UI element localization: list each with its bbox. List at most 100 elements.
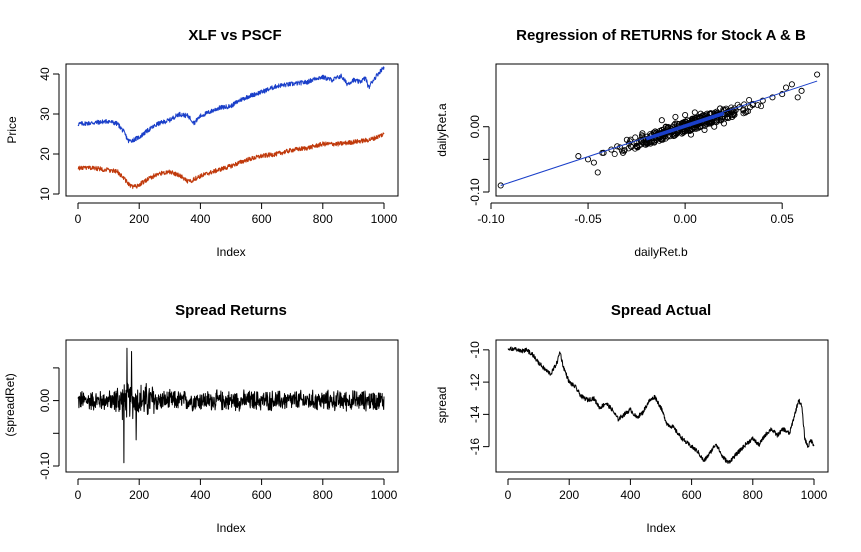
- scatter-point: [814, 71, 821, 78]
- plot-marks: [507, 346, 815, 465]
- scatter-point: [626, 138, 633, 145]
- series-line: [77, 66, 385, 144]
- x-tick-label: 0.05: [770, 212, 794, 226]
- plot-marks: [77, 66, 385, 190]
- y-tick-label: -10: [468, 341, 482, 359]
- scatter-point: [798, 87, 805, 94]
- x-tick-label: -0.10: [477, 212, 505, 226]
- scatter-point: [680, 129, 687, 136]
- scatter-point: [707, 120, 714, 127]
- x-tick-label: -0.05: [574, 212, 602, 226]
- scatter-point: [769, 94, 776, 101]
- y-axis-label: dailyRet.a: [435, 103, 449, 157]
- x-tick-label: 1000: [801, 488, 828, 502]
- series-line: [77, 347, 385, 464]
- chart-title: Spread Actual: [611, 302, 711, 319]
- scatter-point: [682, 111, 689, 119]
- scatter-point: [754, 102, 761, 109]
- plot-marks: [497, 71, 821, 189]
- x-axis: 0 200 400 600 800 1000: [75, 202, 398, 226]
- chart-title: XLF vs PSCF: [188, 27, 281, 44]
- x-axis-label: Index: [216, 245, 245, 259]
- y-axis: -0.10 0.00: [38, 367, 60, 480]
- scatter-point: [497, 182, 504, 189]
- x-axis-label: Index: [646, 521, 675, 535]
- regression-line-highlight: [645, 112, 725, 141]
- x-tick-label: 200: [129, 212, 149, 226]
- y-tick-label: -14: [468, 405, 482, 423]
- scatter-point: [758, 103, 765, 110]
- y-tick-label: 0.00: [468, 115, 482, 139]
- scatter-point: [650, 137, 657, 144]
- y-tick-label: -0.10: [38, 452, 52, 480]
- scatter-point: [701, 126, 708, 134]
- x-tick-label: 0: [505, 488, 512, 502]
- plot-frame: [495, 63, 829, 197]
- scatter-point: [621, 148, 628, 155]
- scatter-point: [713, 118, 720, 125]
- plot-marks: [77, 347, 385, 464]
- scatter-point: [783, 84, 790, 91]
- y-axis-label: spread: [435, 387, 449, 424]
- plot-frame: [65, 339, 399, 473]
- scatter-point: [687, 131, 694, 138]
- panel-xlf-vs-pscf: XLF vs PSCF 0 200 400 600 800 1000 10 20 30 40 I…: [5, 27, 399, 259]
- y-tick-label: -16: [468, 438, 482, 456]
- x-axis: -0.10 -0.05 0.00 0.05: [477, 202, 794, 226]
- plot-frame: [65, 63, 399, 197]
- scatter-point: [743, 108, 750, 115]
- scatter-point: [728, 113, 735, 120]
- y-axis-label: (spreadRet): [3, 373, 17, 436]
- x-tick-label: 200: [559, 488, 579, 502]
- y-axis: -16 -14 -12 -10: [468, 341, 490, 456]
- scatter-point: [686, 127, 693, 134]
- series-line: [507, 346, 815, 465]
- x-tick-label: 1000: [371, 488, 398, 502]
- x-tick-label: 200: [129, 488, 149, 502]
- scatter-point: [779, 91, 786, 98]
- scatter-point: [658, 117, 665, 124]
- y-axis-label: Price: [5, 116, 19, 144]
- y-tick-label: 10: [38, 187, 52, 201]
- y-tick-label: 0.00: [38, 389, 52, 413]
- scatter-point: [719, 115, 726, 122]
- x-axis: 0 200 400 600 800 1000: [75, 478, 398, 502]
- x-axis: 0 200 400 600 800 1000: [505, 478, 828, 502]
- y-axis: -0.10 0.00: [468, 115, 490, 206]
- scatter-point: [691, 109, 698, 116]
- x-tick-label: 800: [313, 212, 333, 226]
- plot-frame: [495, 339, 829, 473]
- scatter-point: [672, 113, 679, 120]
- x-axis-label: dailyRet.b: [634, 245, 688, 259]
- scatter-point: [727, 110, 734, 117]
- scatter-point: [759, 97, 766, 104]
- x-axis-label: Index: [216, 521, 245, 535]
- series-line: [77, 132, 385, 190]
- x-tick-label: 800: [313, 488, 333, 502]
- scatter-point: [632, 134, 639, 141]
- y-tick-label: 30: [38, 107, 52, 121]
- y-tick-label: 40: [38, 67, 52, 81]
- panel-regression: Regression of RETURNS for Stock A & B -0…: [435, 27, 829, 259]
- x-tick-label: 400: [190, 212, 210, 226]
- chart-title: Spread Returns: [175, 302, 287, 319]
- x-tick-label: 400: [190, 488, 210, 502]
- x-tick-label: 1000: [371, 212, 398, 226]
- scatter-point: [634, 144, 641, 151]
- scatter-point: [575, 153, 582, 160]
- scatter-point: [662, 135, 669, 142]
- panel-spread-returns: Spread Returns 0 200 400 600 800 1000 -0.10 0.…: [3, 302, 399, 535]
- scatter-point: [590, 159, 597, 166]
- scatter-point: [788, 81, 795, 88]
- scatter-point: [594, 169, 601, 176]
- scatter-point: [678, 130, 685, 137]
- scatter-point: [611, 151, 618, 158]
- chart-title: Regression of RETURNS for Stock A & B: [516, 27, 806, 44]
- y-tick-label: -0.10: [468, 178, 482, 206]
- x-tick-label: 0: [75, 212, 82, 226]
- scatter-point: [746, 97, 753, 104]
- panel-spread-actual: Spread Actual 0 200 400 600 800 1000 -16-14-1…: [435, 302, 829, 535]
- scatter-point: [731, 105, 738, 112]
- y-axis: 10 20 30 40: [38, 67, 60, 201]
